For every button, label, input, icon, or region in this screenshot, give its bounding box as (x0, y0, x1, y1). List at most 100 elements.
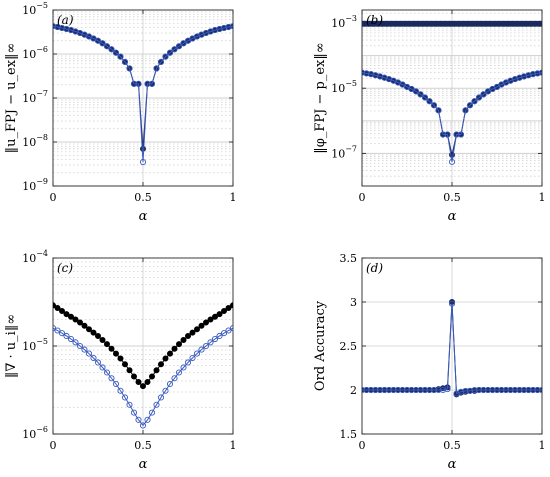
series-1-point (493, 386, 501, 394)
series-2-point (462, 107, 469, 114)
series-1-point (175, 369, 183, 376)
series-0-point (81, 322, 88, 329)
x-tick-label: 1 (230, 191, 237, 204)
panel-label: (b) (366, 13, 383, 27)
series-1-point (507, 386, 514, 394)
series-1-point (103, 43, 111, 50)
series-1-point (153, 401, 160, 408)
series-2-point (484, 88, 492, 95)
series-group (53, 23, 233, 166)
y-tick-label: 10−5 (22, 337, 48, 353)
series-1-point (148, 409, 156, 416)
series-1-point (489, 386, 496, 394)
series-1-point (376, 386, 384, 394)
series-1-point (175, 43, 183, 50)
series-0-point (122, 361, 128, 368)
x-tick-label: 1 (230, 439, 237, 452)
series-0-point (185, 332, 191, 339)
series-1-point (189, 354, 196, 362)
series-0-point (140, 145, 146, 152)
series-0-point (135, 378, 142, 385)
x-axis-label: α (448, 457, 457, 472)
series-1-point (144, 416, 151, 423)
series-1-point (99, 40, 106, 47)
series-1-point (444, 386, 451, 393)
series-1-point (534, 386, 541, 394)
series-2-point (372, 72, 379, 79)
series-1-point (462, 387, 469, 394)
series-1-point (390, 386, 397, 394)
y-axis-label: ‖u_FPJ − u_ex‖∞ (4, 43, 19, 154)
series-2-point (435, 107, 442, 114)
y-tick-label: 10−7 (331, 144, 357, 160)
grid (362, 257, 542, 435)
series-0-point (216, 311, 223, 318)
series-1-point (525, 386, 532, 394)
series-0-point (53, 302, 56, 309)
series-2-point (457, 131, 465, 138)
series-0-point (113, 350, 119, 357)
series-1-point (58, 330, 66, 337)
panel-label: (d) (366, 261, 383, 275)
series-0-point (539, 20, 542, 27)
series-1-point (126, 401, 133, 408)
series-1-point (426, 386, 433, 394)
series-1-point (54, 327, 61, 334)
series-1-point (94, 359, 102, 366)
series-group (53, 302, 233, 429)
series-0-point (54, 305, 61, 312)
x-tick-label: 0.5 (443, 191, 461, 204)
series-1-point (538, 386, 542, 394)
series-1-point (466, 387, 474, 394)
y-axis-label: ‖φ_FPJ − p_ex‖∞ (313, 42, 328, 153)
series-0-point (158, 361, 164, 368)
series-1-point (53, 324, 57, 332)
series-1-point (412, 386, 420, 394)
panel-a: 0 0.5 1 10−9 10−8 10−7 10−6 10−5 (a) α ‖u_FPJ − u_… (4, 1, 237, 224)
x-tick-label: 0 (359, 191, 366, 204)
y-tick-label: 3 (350, 296, 357, 309)
series-1-point (121, 58, 129, 65)
series-0-point (140, 383, 146, 390)
x-tick-label: 0.5 (134, 191, 152, 204)
series-0-point (117, 355, 124, 362)
series-1-point (94, 37, 102, 44)
panel-d: 0 0.5 1 1.5 2 2.5 3 3.5 (d) α Ord Accuracy (313, 252, 546, 472)
series-0-point (180, 336, 187, 343)
y-tick-label: 2 (350, 384, 357, 397)
series-1-point (148, 80, 156, 87)
series-1-point (421, 386, 429, 394)
series-2-point (408, 85, 415, 92)
series-2-point (471, 98, 478, 105)
series-2-point (538, 69, 542, 76)
series-1-point (520, 386, 528, 394)
series-1-point (121, 394, 129, 401)
series-1-point (394, 386, 402, 394)
series-1-point (385, 386, 393, 394)
series-2-point (412, 88, 420, 95)
x-axis-label: α (448, 209, 457, 224)
series-2-point (362, 69, 366, 76)
series-1-point (399, 386, 406, 394)
series-2-point (421, 94, 429, 101)
panel-label: (c) (57, 261, 73, 275)
series-1-point (363, 386, 370, 394)
x-tick-label: 0 (359, 439, 366, 452)
series-0-point (203, 319, 209, 326)
series-0-point (86, 326, 92, 333)
series-1-point (180, 364, 187, 371)
series-2-point (525, 72, 532, 79)
series-1-point (162, 53, 169, 60)
series-1-point (430, 386, 438, 394)
series-1-point (53, 23, 57, 30)
panel-label: (a) (57, 13, 74, 27)
y-axis-label: ‖∇ · u_i‖∞ (4, 314, 19, 378)
series-1-point (72, 339, 79, 346)
series-1-point (139, 422, 147, 429)
series-1-point (166, 380, 174, 388)
series-1-point (207, 339, 214, 346)
series-1-point (58, 24, 66, 32)
series-1-point (108, 375, 115, 382)
series-1-point (457, 388, 465, 395)
series-0-point (95, 332, 101, 339)
